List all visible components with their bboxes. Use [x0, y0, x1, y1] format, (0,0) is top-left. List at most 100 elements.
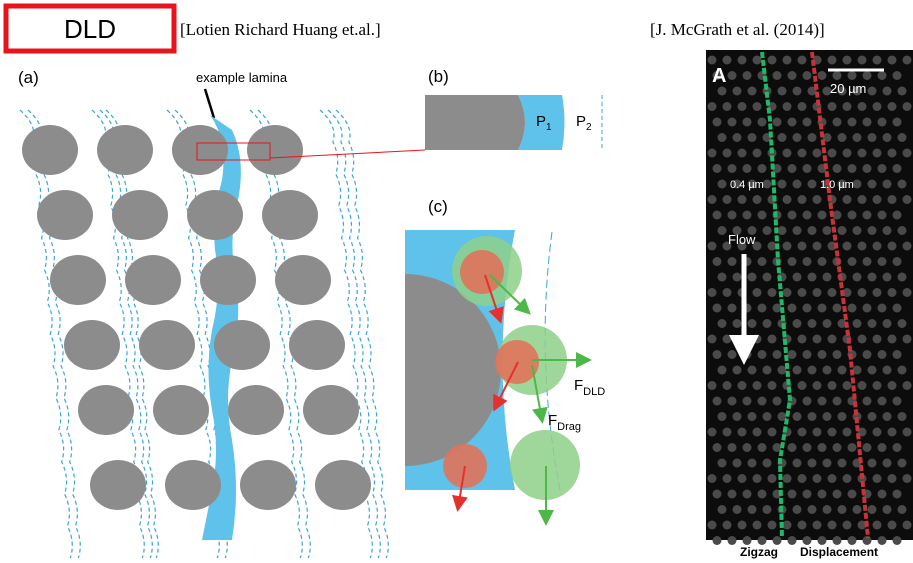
pillar: [748, 366, 757, 375]
pillar: [788, 164, 797, 173]
post: [22, 125, 78, 175]
pillar: [758, 118, 767, 127]
pillar: [738, 474, 747, 483]
pillar: [808, 133, 817, 142]
post: [214, 320, 270, 370]
pillar: [858, 335, 867, 344]
pillar: [713, 536, 722, 545]
pillar: [878, 164, 887, 173]
pillar: [823, 505, 832, 514]
pillar: [888, 56, 897, 65]
size-label: 1.0 µm: [820, 179, 854, 191]
pillar: [738, 56, 747, 65]
pillar: [818, 397, 827, 406]
pointer: [205, 89, 214, 118]
pillar: [738, 149, 747, 158]
pillar: [813, 149, 822, 158]
pillar: [728, 211, 737, 220]
pillar: [838, 459, 847, 468]
posts: [22, 125, 371, 510]
pillar: [818, 350, 827, 359]
pillar: [878, 397, 887, 406]
pillar: [903, 521, 912, 530]
pillar: [728, 397, 737, 406]
pillar: [793, 273, 802, 282]
pillar: [808, 226, 817, 235]
pillar: [713, 211, 722, 220]
pillar: [718, 459, 727, 468]
pillar: [903, 474, 912, 483]
pillar: [873, 428, 882, 437]
pillar: [768, 242, 777, 251]
pillar: [853, 133, 862, 142]
pillar: [838, 412, 847, 421]
post: [64, 320, 120, 370]
pillar: [873, 288, 882, 297]
pillar: [843, 428, 852, 437]
pillar: [863, 397, 872, 406]
pillar: [708, 102, 717, 111]
pillar: [898, 273, 907, 282]
pillar: [718, 505, 727, 514]
pillar: [888, 149, 897, 158]
pillar: [763, 319, 772, 328]
pillar: [823, 412, 832, 421]
pillar: [808, 412, 817, 421]
pillar: [793, 87, 802, 96]
pillar: [783, 102, 792, 111]
pillar: [803, 164, 812, 173]
pillar: [848, 443, 857, 452]
pillar: [713, 118, 722, 127]
pillar: [738, 428, 747, 437]
pillar: [843, 56, 852, 65]
figure: DLD [Lotien Richard Huang et.al.] [J. Mc…: [0, 0, 913, 563]
pillar: [858, 381, 867, 390]
pillar: [778, 366, 787, 375]
pillar: [843, 102, 852, 111]
pillar: [723, 149, 732, 158]
pillar: [743, 443, 752, 452]
pillar: [713, 304, 722, 313]
pillar: [813, 521, 822, 530]
pillar: [783, 195, 792, 204]
pillar: [743, 164, 752, 173]
pillar: [903, 242, 912, 251]
pillar: [833, 350, 842, 359]
pillar: [828, 428, 837, 437]
pillar: [863, 118, 872, 127]
citation: [J. McGrath et al. (2014)]: [650, 20, 825, 39]
pillar: [848, 71, 857, 80]
pillar: [773, 536, 782, 545]
pillar: [903, 195, 912, 204]
pillar: [883, 319, 892, 328]
pillar: [893, 304, 902, 313]
pillar: [898, 133, 907, 142]
pillar: [798, 474, 807, 483]
pillar: [888, 288, 897, 297]
pillar: [723, 102, 732, 111]
pillar: [798, 521, 807, 530]
pillar: [783, 474, 792, 483]
pillar: [833, 71, 842, 80]
pillar: [828, 149, 837, 158]
pillar: [748, 412, 757, 421]
post: [425, 95, 525, 150]
post: [275, 255, 331, 305]
pillar: [758, 211, 767, 220]
pillar: [818, 443, 827, 452]
pillar: [813, 242, 822, 251]
pillar: [828, 288, 837, 297]
pillar: [883, 366, 892, 375]
pillar: [878, 536, 887, 545]
pillar: [878, 443, 887, 452]
pillar: [813, 381, 822, 390]
pillar: [708, 521, 717, 530]
pillar: [768, 381, 777, 390]
pillar: [788, 257, 797, 266]
pillar: [848, 304, 857, 313]
pillar: [818, 257, 827, 266]
pillar: [903, 149, 912, 158]
pillar: [903, 288, 912, 297]
pillar: [788, 118, 797, 127]
pillar: [788, 71, 797, 80]
